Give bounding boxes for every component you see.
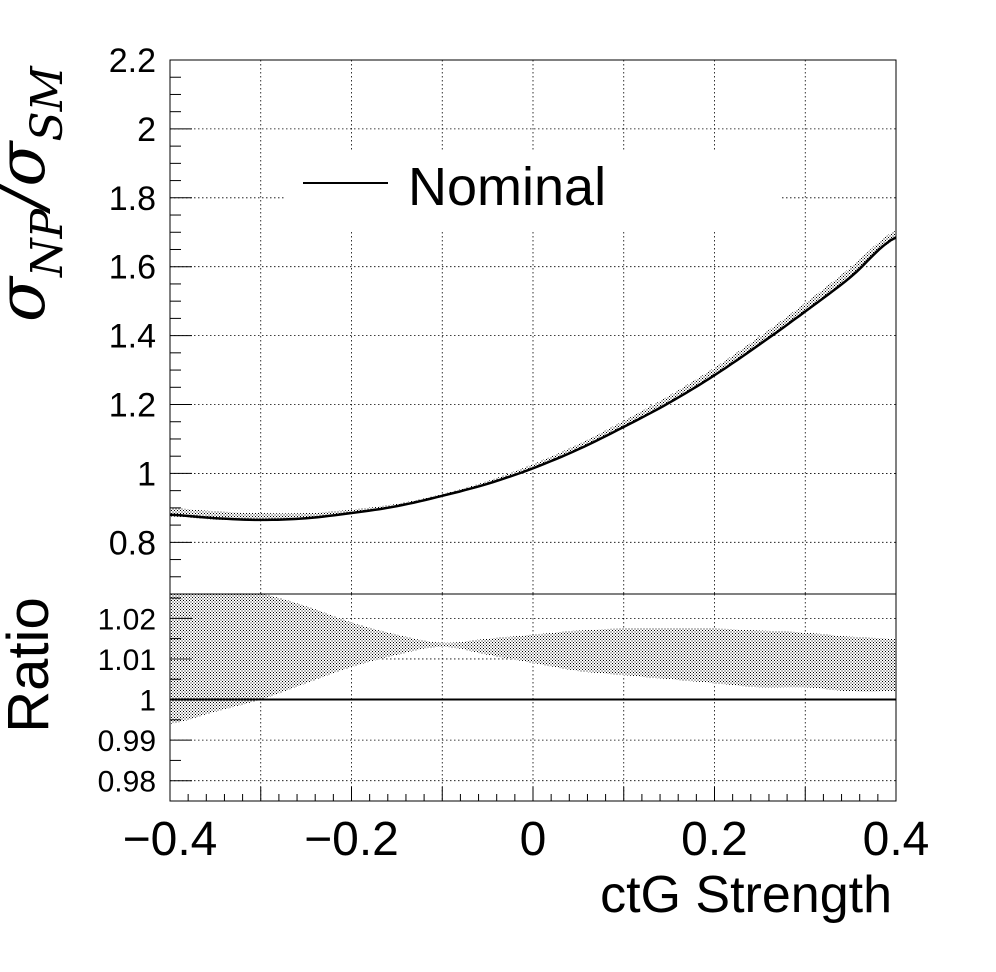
main-y-tick-label: 1.2 — [109, 387, 156, 425]
ratio-uncertainty-band — [170, 594, 896, 724]
ylabel-sub-np: NP — [22, 207, 73, 278]
x-tick-label: 0.4 — [863, 813, 930, 866]
main-y-tick-label: 2.2 — [109, 42, 156, 80]
main-y-tick-label: 1.6 — [109, 249, 156, 287]
x-tick-label: −0.2 — [304, 813, 399, 866]
legend-box — [285, 150, 780, 232]
ratio-y-tick-label: 0.98 — [98, 766, 156, 799]
ratio-y-tick-label: 1.01 — [98, 644, 156, 677]
legend: Nominal — [285, 150, 780, 232]
nominal-curve — [170, 236, 896, 522]
main-panel: 0.8 1 1.2 1.4 1.6 1.8 2 2.2 Nominal σNP/σSM — [0, 42, 897, 595]
x-axis-title: ctG Strength — [600, 866, 892, 924]
main-y-tick-label: 1 — [137, 455, 156, 493]
main-y-axis-title: σNP/σSM — [0, 65, 73, 322]
ratio-y-tick-label: 1 — [139, 685, 156, 718]
x-tick-label: −0.4 — [123, 813, 218, 866]
main-y-tick-label: 1.8 — [109, 180, 156, 218]
ratio-y-axis-title: Ratio — [0, 597, 61, 732]
legend-label-nominal: Nominal — [408, 157, 606, 217]
main-y-axis: 0.8 1 1.2 1.4 1.6 1.8 2 2.2 — [109, 42, 192, 578]
main-y-tick-label: 0.8 — [109, 524, 156, 562]
x-tick-label: 0 — [520, 813, 547, 866]
ylabel-mid: /σ — [0, 140, 60, 215]
ylabel-sigma: σ — [0, 275, 60, 322]
ratio-y-tick-label: 1.02 — [98, 603, 156, 636]
main-y-tick-label: 1.4 — [109, 318, 156, 356]
x-axis: −0.4 −0.2 0 0.2 0.4 — [123, 787, 930, 866]
ylabel-sub-sm: SM — [22, 65, 73, 141]
ratio-y-axis: 0.98 0.99 1 1.01 1.02 — [98, 597, 192, 802]
svg-text:σNP/σSM: σNP/σSM — [0, 65, 73, 322]
main-y-tick-label: 2 — [137, 111, 156, 149]
x-tick-label: 0.2 — [681, 813, 748, 866]
ratio-y-tick-label: 0.99 — [98, 725, 156, 758]
